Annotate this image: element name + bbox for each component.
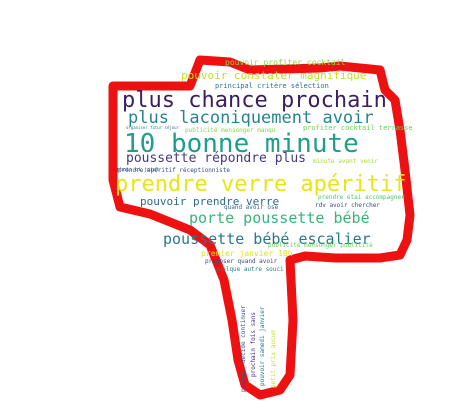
word: organiser futur séjour	[126, 125, 179, 130]
word: publicité mensonger manqu	[185, 127, 276, 134]
word: petit prix aucun	[270, 330, 277, 388]
word: photo ci joint	[117, 167, 160, 173]
word: pouvoir samedi janvier	[259, 306, 266, 386]
word: porte poussette bébé	[189, 209, 370, 227]
word: quelque autre souci	[215, 266, 284, 273]
word: pouvoir prendre verre	[140, 195, 280, 208]
word: quand avoir ose	[224, 204, 279, 211]
word: prendre apéritif réceptionniste	[118, 167, 230, 174]
word: plus chance prochain	[122, 88, 387, 113]
word: prochain fois sans	[250, 311, 257, 377]
word: rdv avoir chercher	[315, 202, 381, 209]
word: poussette répondre plus	[126, 151, 307, 166]
word: pouvoir profiter cocktail	[225, 58, 346, 67]
word: profiter cocktail terrasse	[303, 124, 413, 132]
word: minute avant venir	[313, 158, 379, 165]
word: poussette bébé escalier	[163, 230, 371, 248]
word: pouvoir constater magnifique	[181, 69, 367, 82]
word: publicité mensonger publicité	[268, 242, 373, 249]
word: pouvoir décide continuer	[240, 305, 247, 392]
word: plus laconiquement avoir	[128, 108, 374, 128]
word: principal critère sélection	[215, 82, 329, 90]
word: 10 bonne minute	[124, 129, 359, 159]
word: prendre étai accompagner	[318, 194, 405, 201]
word: proposer quand avoir	[205, 258, 278, 265]
word: premier janvier 10h	[201, 249, 293, 258]
word: prendre verre apéritif	[115, 172, 407, 197]
